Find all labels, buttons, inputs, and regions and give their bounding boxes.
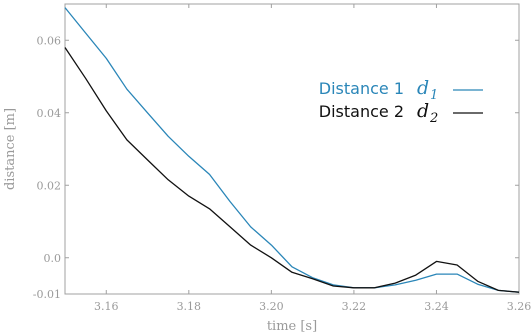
x-tick-label: 3.20 (259, 300, 284, 313)
y-axis-label: distance [m] (3, 108, 18, 190)
x-tick-label: 3.22 (342, 300, 367, 313)
series-line-2 (64, 47, 520, 293)
x-tick-label: 3.16 (94, 300, 119, 313)
legend-label-2: Distance 2 (319, 102, 404, 121)
x-axis-label: time [s] (267, 319, 317, 334)
legend-symbol-2: d (417, 100, 429, 122)
legend-subscript-2: 2 (429, 111, 438, 126)
legend-subscript-1: 1 (430, 88, 438, 103)
legend-label-1: Distance 1 (319, 79, 404, 98)
y-tick-label: 0.06 (37, 34, 62, 47)
x-tick-label: 3.18 (177, 300, 202, 313)
y-tick-label: -0.01 (33, 288, 61, 301)
y-tick-label: 0.02 (37, 179, 62, 192)
legend-symbol-1: d (417, 77, 429, 99)
y-tick-label: 0.0 (44, 252, 62, 265)
x-tick-label: 3.24 (424, 300, 449, 313)
x-tick-label: 3.26 (507, 300, 532, 313)
plot-frame (64, 3, 520, 295)
series-line-1 (64, 7, 520, 293)
y-tick-label: 0.04 (37, 107, 62, 120)
